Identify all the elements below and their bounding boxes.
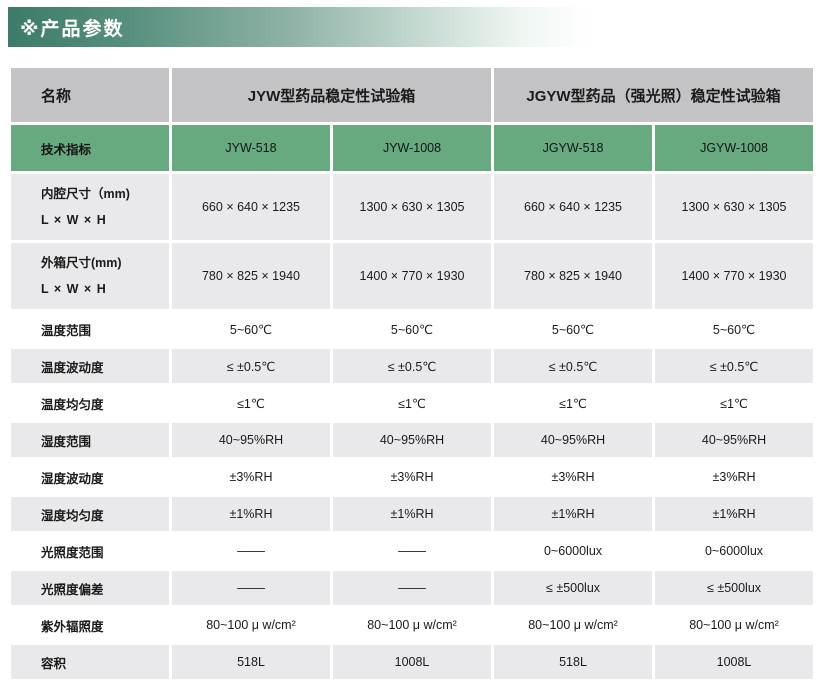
cell-value: 80~100 μ w/cm² xyxy=(172,608,330,642)
row-label: 湿度波动度 xyxy=(11,460,169,494)
model-jyw-1008: JYW-1008 xyxy=(333,125,492,171)
cell-value: 5~60℃ xyxy=(494,312,653,346)
cell-value: –––– xyxy=(333,534,492,568)
cell-value: 5~60℃ xyxy=(172,312,330,346)
table-row-temp-range: 温度范围 5~60℃ 5~60℃ 5~60℃ 5~60℃ xyxy=(11,312,814,346)
cell-value: 1008L xyxy=(655,645,814,679)
cell-value: 5~60℃ xyxy=(655,312,814,346)
table-row-temp-fluctuation: 温度波动度 ≤ ±0.5℃ ≤ ±0.5℃ ≤ ±0.5℃ ≤ ±0.5℃ xyxy=(11,349,814,383)
cell-value: ≤1℃ xyxy=(655,386,814,420)
row-label: 容积 xyxy=(11,645,169,679)
cell-value: 5~60℃ xyxy=(333,312,492,346)
model-row: 技术指标 JYW-518 JYW-1008 JGYW-518 JGYW-1008 xyxy=(11,125,814,171)
cell-value: ±3%RH xyxy=(655,460,814,494)
cell-value: 780 × 825 × 1940 xyxy=(494,243,653,309)
row-label: 紫外辐照度 xyxy=(11,608,169,642)
model-jgyw-518: JGYW-518 xyxy=(494,125,653,171)
section-title-banner: ※产品参数 xyxy=(8,7,816,47)
row-label: 温度波动度 xyxy=(11,349,169,383)
row-label: 温度均匀度 xyxy=(11,386,169,420)
cell-value: 80~100 μ w/cm² xyxy=(655,608,814,642)
row-label: 湿度均匀度 xyxy=(11,497,169,531)
cell-value: 780 × 825 × 1940 xyxy=(172,243,330,309)
model-jgyw-1008: JGYW-1008 xyxy=(655,125,814,171)
cell-value: 40~95%RH xyxy=(494,423,653,457)
model-jyw-518: JYW-518 xyxy=(172,125,330,171)
table-row-humidity-range: 湿度范围 40~95%RH 40~95%RH 40~95%RH 40~95%RH xyxy=(11,423,814,457)
row-label: 外箱尺寸(mm) L × W × H xyxy=(11,243,169,309)
cell-value: ±1%RH xyxy=(172,497,330,531)
cell-value: ≤ ±500lux xyxy=(494,571,653,605)
cell-value: 80~100 μ w/cm² xyxy=(494,608,653,642)
cell-value: 40~95%RH xyxy=(655,423,814,457)
row-label: 光照度范围 xyxy=(11,534,169,568)
cell-value: ±1%RH xyxy=(655,497,814,531)
cell-value: –––– xyxy=(172,534,330,568)
cell-value: 1400 × 770 × 1930 xyxy=(333,243,492,309)
cell-value: ≤ ±0.5℃ xyxy=(172,349,330,383)
cell-value: 80~100 μ w/cm² xyxy=(333,608,492,642)
cell-value: 660 × 640 × 1235 xyxy=(172,174,330,240)
cell-value: ≤1℃ xyxy=(333,386,492,420)
cell-value: 1300 × 630 × 1305 xyxy=(333,174,492,240)
cell-value: –––– xyxy=(172,571,330,605)
cell-value: 1300 × 630 × 1305 xyxy=(655,174,814,240)
tech-index-label: 技术指标 xyxy=(11,125,169,171)
table-header-row: 名称 JYW型药品稳定性试验箱 JGYW型药品（强光照）稳定性试验箱 xyxy=(11,68,814,122)
header-group-jyw: JYW型药品稳定性试验箱 xyxy=(172,68,492,122)
row-label: 光照度偏差 xyxy=(11,571,169,605)
header-group-jgyw: JGYW型药品（强光照）稳定性试验箱 xyxy=(494,68,814,122)
cell-value: 1400 × 770 × 1930 xyxy=(655,243,814,309)
cell-value: ≤ ±500lux xyxy=(655,571,814,605)
row-label: 内腔尺寸（mm) L × W × H xyxy=(11,174,169,240)
cell-value: 0~6000lux xyxy=(655,534,814,568)
header-name: 名称 xyxy=(11,68,169,122)
cell-value: ≤ ±0.5℃ xyxy=(655,349,814,383)
row-label: 湿度范围 xyxy=(11,423,169,457)
page-title: ※产品参数 xyxy=(20,18,125,40)
cell-value: ±3%RH xyxy=(333,460,492,494)
table-row-inner-size: 内腔尺寸（mm) L × W × H 660 × 640 × 1235 1300… xyxy=(11,174,814,240)
table-row-humidity-fluctuation: 湿度波动度 ±3%RH ±3%RH ±3%RH ±3%RH xyxy=(11,460,814,494)
cell-value: 40~95%RH xyxy=(172,423,330,457)
table-row-temp-uniformity: 温度均匀度 ≤1℃ ≤1℃ ≤1℃ ≤1℃ xyxy=(11,386,814,420)
cell-value: –––– xyxy=(333,571,492,605)
table-row-outer-size: 外箱尺寸(mm) L × W × H 780 × 825 × 1940 1400… xyxy=(11,243,814,309)
cell-value: ±3%RH xyxy=(494,460,653,494)
cell-value: ≤ ±0.5℃ xyxy=(494,349,653,383)
table-row-volume: 容积 518L 1008L 518L 1008L xyxy=(11,645,814,679)
table-row-illuminance-range: 光照度范围 –––– –––– 0~6000lux 0~6000lux xyxy=(11,534,814,568)
cell-value: ±1%RH xyxy=(494,497,653,531)
cell-value: 1008L xyxy=(333,645,492,679)
cell-value: 518L xyxy=(172,645,330,679)
table-row-illuminance-deviation: 光照度偏差 –––– –––– ≤ ±500lux ≤ ±500lux xyxy=(11,571,814,605)
cell-value: ≤1℃ xyxy=(172,386,330,420)
product-spec-table: 名称 JYW型药品稳定性试验箱 JGYW型药品（强光照）稳定性试验箱 技术指标 … xyxy=(8,65,816,682)
table-row-uv-irradiance: 紫外辐照度 80~100 μ w/cm² 80~100 μ w/cm² 80~1… xyxy=(11,608,814,642)
cell-value: ±1%RH xyxy=(333,497,492,531)
cell-value: 40~95%RH xyxy=(333,423,492,457)
cell-value: 660 × 640 × 1235 xyxy=(494,174,653,240)
cell-value: ±3%RH xyxy=(172,460,330,494)
cell-value: ≤ ±0.5℃ xyxy=(333,349,492,383)
cell-value: 0~6000lux xyxy=(494,534,653,568)
row-label: 温度范围 xyxy=(11,312,169,346)
cell-value: 518L xyxy=(494,645,653,679)
cell-value: ≤1℃ xyxy=(494,386,653,420)
table-row-humidity-uniformity: 湿度均匀度 ±1%RH ±1%RH ±1%RH ±1%RH xyxy=(11,497,814,531)
